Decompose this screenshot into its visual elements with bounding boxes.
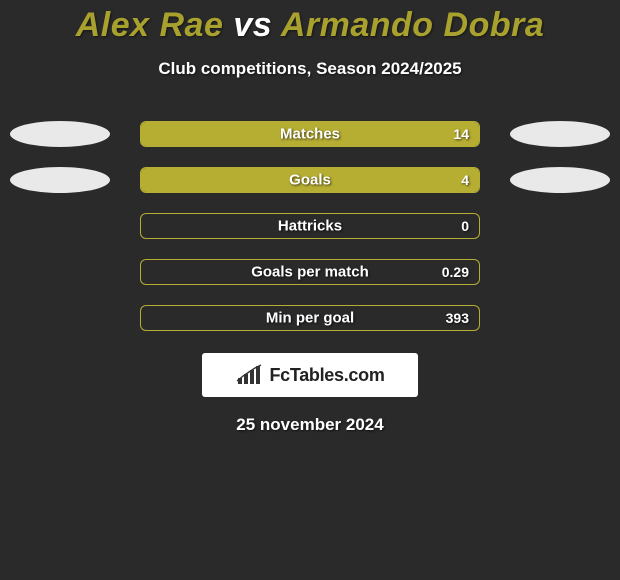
stat-row: Goals per match0.29 [0,259,620,285]
bar-track: Goals4 [140,167,480,193]
stat-label: Goals [141,172,479,189]
stat-value: 4 [461,172,469,188]
stat-value: 0 [461,218,469,234]
stat-row: Matches14 [0,121,620,147]
bar-track: Hattricks0 [140,213,480,239]
player2-name: Armando Dobra [281,6,544,44]
left-ellipse [10,167,110,193]
logo-text: FcTables.com [269,365,384,386]
bar-track: Min per goal393 [140,305,480,331]
bar-track: Goals per match0.29 [140,259,480,285]
date-text: 25 november 2024 [0,415,620,435]
stat-value: 393 [446,310,469,326]
bar-chart-icon [235,364,263,386]
comparison-title: Alex Rae vs Armando Dobra [0,0,620,45]
stat-label: Goals per match [141,264,479,281]
stat-label: Matches [141,126,479,143]
stat-rows: Matches14 Goals4 Hattricks0 Goals per match… [0,121,620,331]
right-ellipse [510,121,610,147]
stat-label: Min per goal [141,310,479,327]
fctables-logo: FcTables.com [202,353,418,397]
stat-row: Hattricks0 [0,213,620,239]
stat-value: 0.29 [442,264,469,280]
right-ellipse [510,167,610,193]
left-ellipse [10,121,110,147]
player1-name: Alex Rae [76,6,224,44]
bar-track: Matches14 [140,121,480,147]
vs-text: vs [233,6,272,44]
stat-label: Hattricks [141,218,479,235]
stat-row: Goals4 [0,167,620,193]
stat-row: Min per goal393 [0,305,620,331]
stat-value: 14 [453,126,469,142]
subtitle: Club competitions, Season 2024/2025 [0,59,620,79]
